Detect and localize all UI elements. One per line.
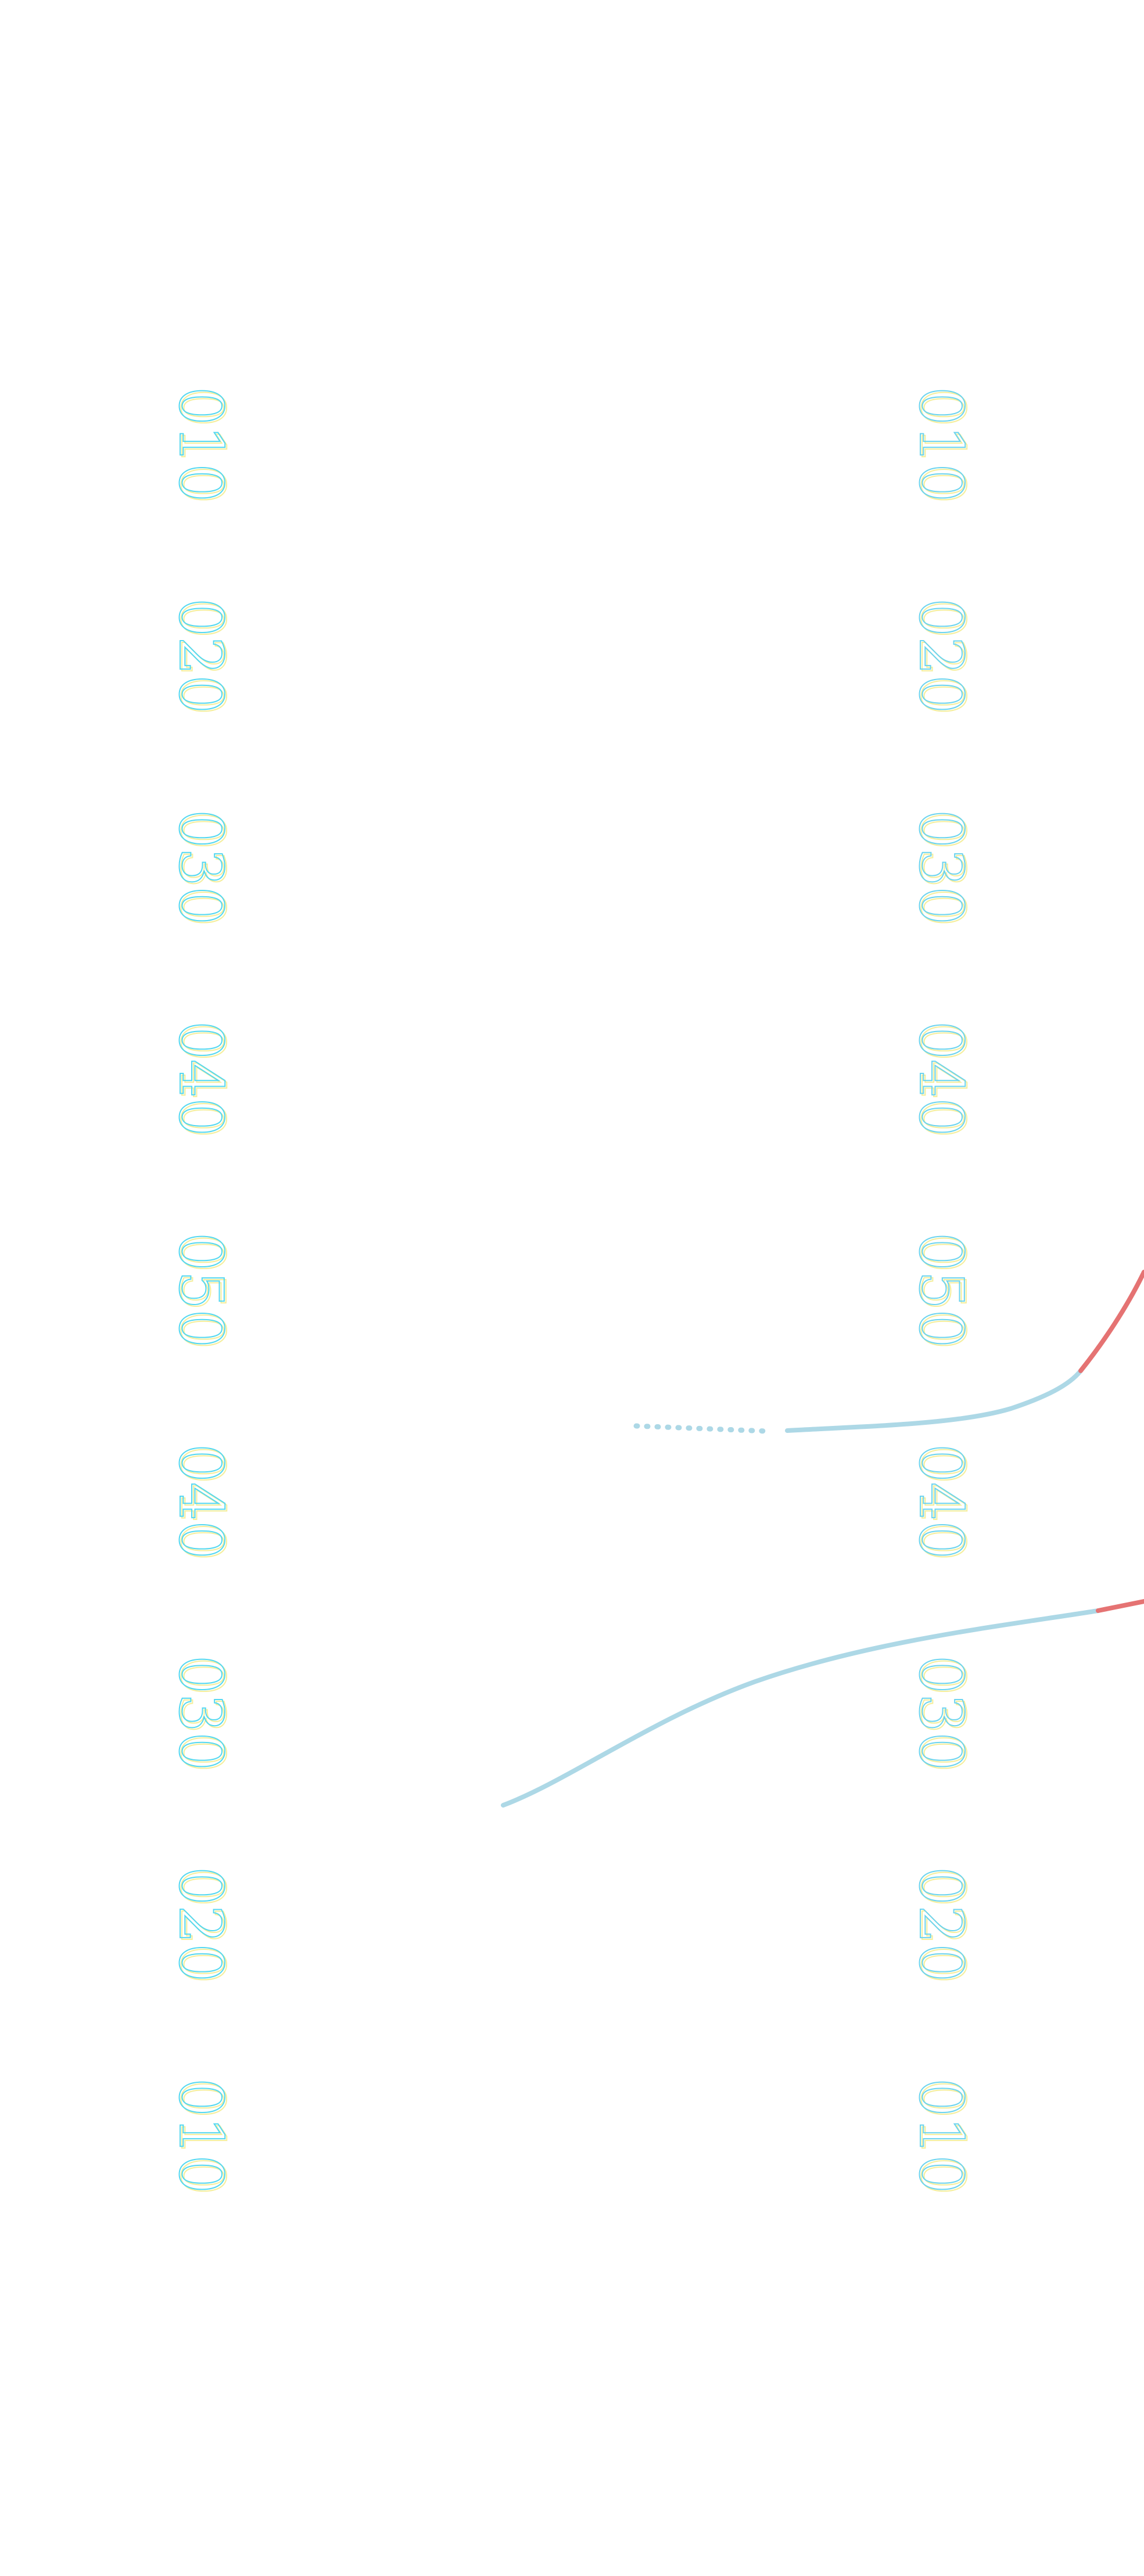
right-slot-label-text: 010 bbox=[906, 387, 977, 502]
connector-lower-blue-segment bbox=[501, 1608, 1100, 1808]
right-slot-label-text: 040 bbox=[906, 1444, 977, 1560]
left-slot-label-text: 050 bbox=[166, 1233, 236, 1348]
right-slot-label-shadow: 030 bbox=[908, 1657, 978, 1773]
right-slot-label-shadow: 020 bbox=[908, 1869, 978, 1984]
left-slot-label-shadow: 040 bbox=[167, 1023, 238, 1138]
left-slot-label-shadow: 020 bbox=[167, 1869, 238, 1984]
right-slot-label-text: 050 bbox=[906, 1233, 977, 1348]
left-slot-label-shadow: 050 bbox=[167, 1234, 238, 1350]
left-slot-label-text: 020 bbox=[166, 1867, 236, 1982]
left-slot-label-text: 030 bbox=[166, 810, 236, 925]
left-slot-label-shadow: 010 bbox=[167, 389, 238, 504]
connector-layer bbox=[501, 1270, 1144, 1808]
right-slot-label-text: 030 bbox=[906, 1655, 977, 1771]
left-slot-label-text: 010 bbox=[166, 387, 236, 502]
right-slot-label-text: 030 bbox=[906, 810, 977, 925]
right-slot-label-shadow: 040 bbox=[908, 1446, 978, 1561]
right-slot-label-text: 020 bbox=[906, 1867, 977, 1982]
right-slot-label-shadow: 010 bbox=[908, 389, 978, 504]
right-slot-label-text: 020 bbox=[906, 598, 977, 714]
left-slot-label-shadow: 040 bbox=[167, 1446, 238, 1561]
right-slot-label-shadow: 010 bbox=[908, 2080, 978, 2196]
right-slot-label-shadow: 020 bbox=[908, 600, 978, 716]
left-slot-label-text: 010 bbox=[166, 2078, 236, 2194]
right-slot-label-text: 010 bbox=[906, 2078, 977, 2194]
left-slot-label-shadow: 010 bbox=[167, 2080, 238, 2196]
connector-upper-red-segment bbox=[1078, 1270, 1144, 1373]
left-slot-label-text: 040 bbox=[166, 1021, 236, 1137]
left-slot-label-shadow: 030 bbox=[167, 811, 238, 927]
right-slot-label-shadow: 050 bbox=[908, 1234, 978, 1350]
left-slot-label-shadow: 020 bbox=[167, 600, 238, 716]
right-label-column: 0100100200200300300400400500500400400300… bbox=[905, 386, 979, 2196]
left-slot-label-text: 040 bbox=[166, 1444, 236, 1560]
right-slot-label-text: 040 bbox=[906, 1021, 977, 1137]
left-slot-label-text: 020 bbox=[166, 598, 236, 714]
connector-upper-dotted-segment bbox=[633, 1423, 770, 1434]
left-slot-label-shadow: 030 bbox=[167, 1657, 238, 1773]
connector-lower-red-segment bbox=[1096, 1599, 1144, 1613]
left-label-column: 0100100200200300300400400500500400400300… bbox=[165, 386, 239, 2196]
right-slot-label-shadow: 030 bbox=[908, 811, 978, 927]
right-slot-label-shadow: 040 bbox=[908, 1023, 978, 1138]
left-slot-label-text: 030 bbox=[166, 1655, 236, 1771]
connector-upper-blue-segment bbox=[785, 1368, 1083, 1433]
